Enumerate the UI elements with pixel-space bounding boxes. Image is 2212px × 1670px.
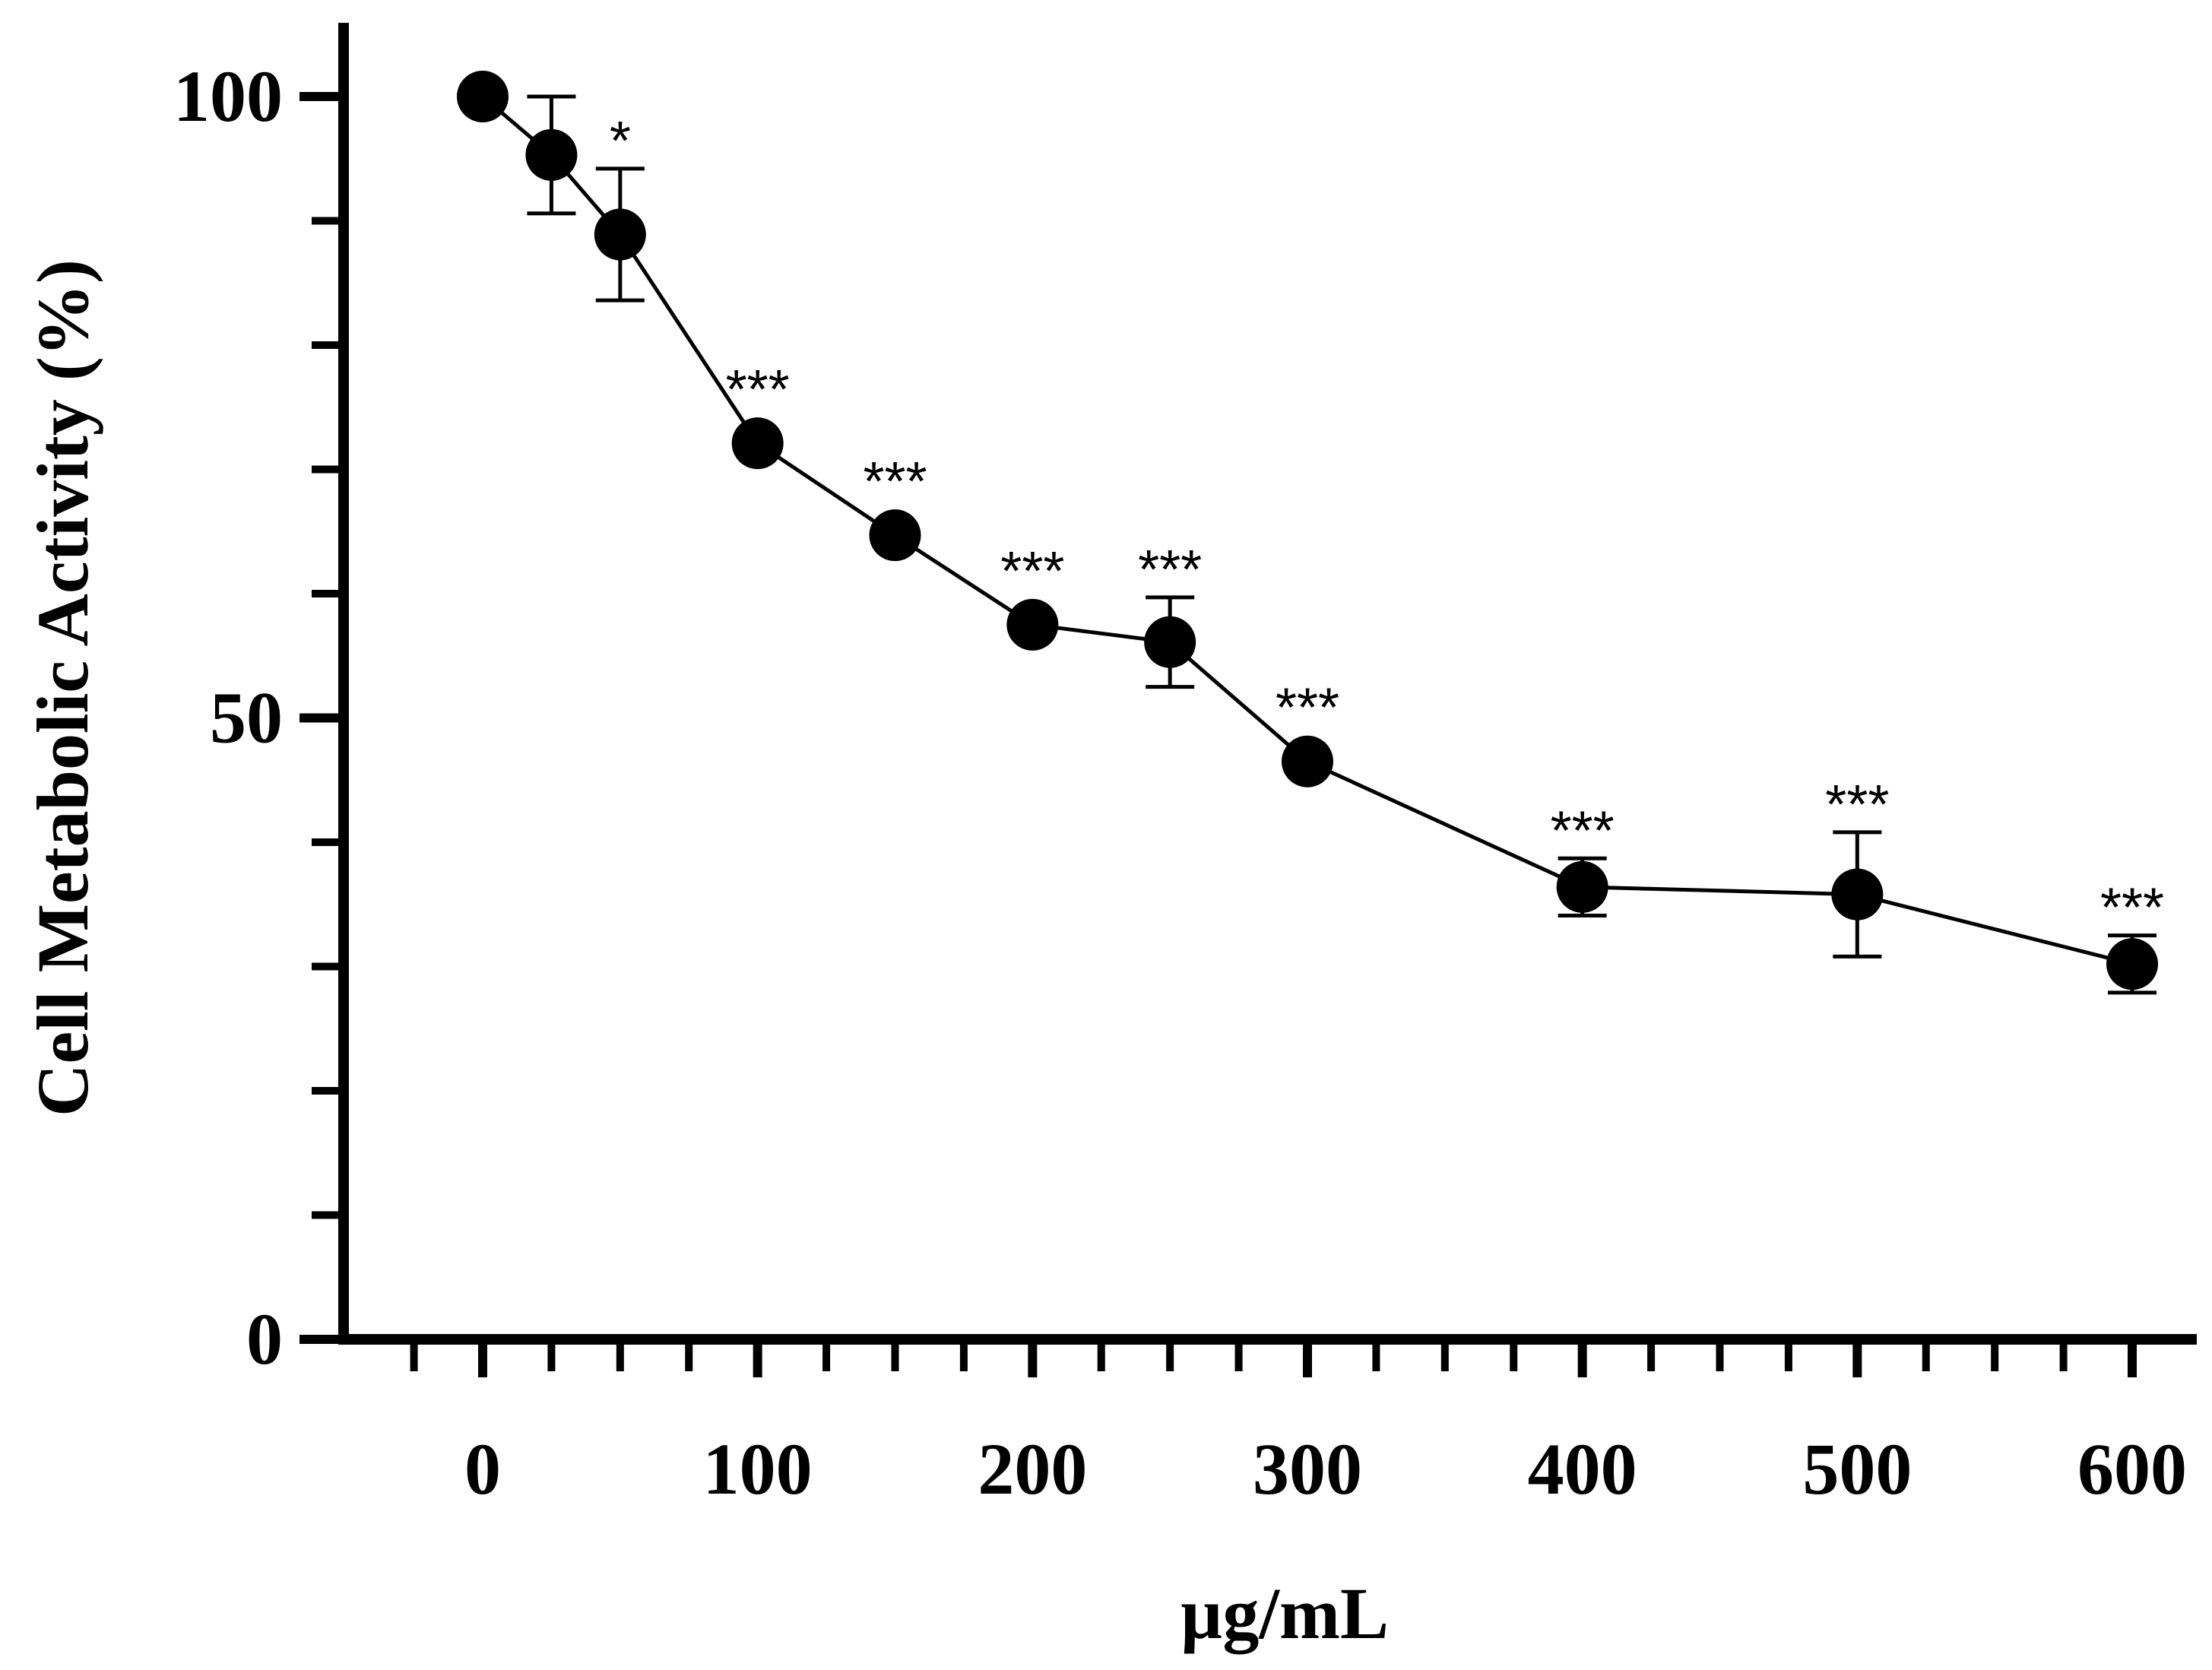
data-point (1831, 868, 1884, 921)
data-point (1282, 735, 1333, 787)
significance-label: * (610, 111, 631, 172)
x-tick-label: 200 (978, 1428, 1087, 1510)
data-point (2106, 938, 2158, 990)
data-point (1006, 598, 1059, 651)
x-tick-label: 500 (1802, 1428, 1912, 1510)
significance-label: *** (1276, 678, 1339, 739)
significance-label: *** (1000, 541, 1064, 602)
data-point (1144, 616, 1196, 668)
significance-label: *** (1138, 540, 1202, 601)
significance-label: *** (1825, 775, 1889, 835)
significance-label: *** (1551, 800, 1615, 861)
data-point (594, 208, 646, 261)
data-point (1556, 860, 1608, 913)
data-point (731, 417, 784, 470)
data-point (457, 71, 509, 122)
x-axis-title: µg/mL (1180, 1573, 1389, 1654)
significance-label: *** (726, 360, 790, 420)
y-tick-label: 100 (173, 55, 283, 137)
data-point (525, 128, 578, 181)
data-point (869, 509, 921, 562)
y-axis-title: Cell Metabolic Activity (%) (22, 259, 103, 1117)
significance-label: *** (2100, 878, 2164, 939)
x-tick-label: 300 (1253, 1428, 1362, 1510)
x-tick-label: 0 (464, 1428, 501, 1510)
y-tick-label: 0 (246, 1298, 283, 1380)
y-tick-label: 50 (210, 677, 283, 759)
significance-label: *** (863, 452, 927, 512)
x-tick-label: 600 (2077, 1428, 2187, 1510)
x-tick-label: 400 (1528, 1428, 1637, 1510)
x-tick-label: 100 (703, 1428, 813, 1510)
